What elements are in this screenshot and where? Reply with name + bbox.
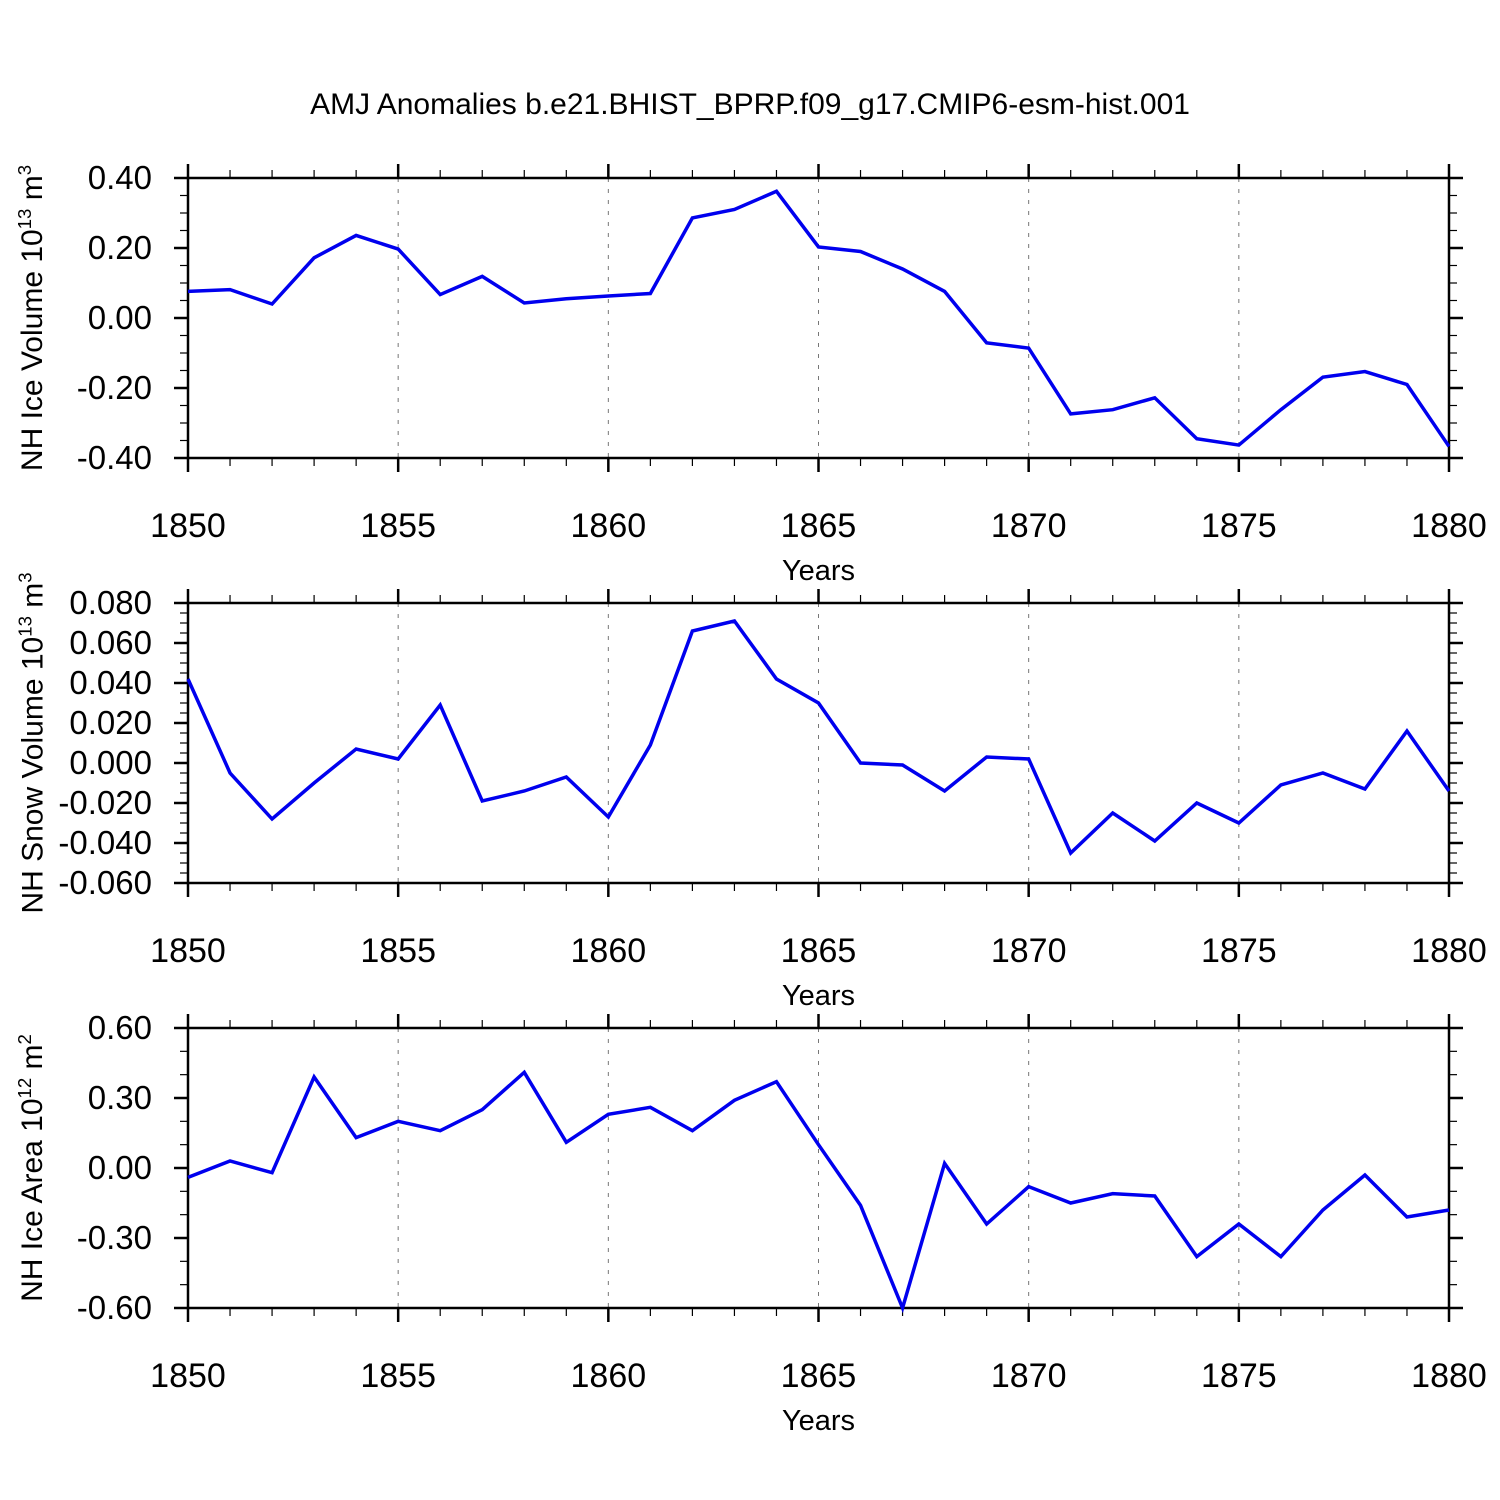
x-tick-label: 1860 xyxy=(571,1357,647,1395)
y-tick-label: 0.40 xyxy=(88,159,152,196)
plot-border xyxy=(186,1026,1451,1310)
y-axis-label-snow-volume: NH Snow Volume 1013 m3 xyxy=(14,572,50,913)
y-tick-label: -0.040 xyxy=(58,824,152,861)
y-tick-label: -0.20 xyxy=(77,369,152,406)
y-axis-label-part: 3 xyxy=(14,164,36,176)
x-tick-label: 1855 xyxy=(360,932,436,970)
x-tick-label: 1880 xyxy=(1411,1357,1487,1395)
y-tick-label: 0.60 xyxy=(88,1009,152,1046)
x-axis-title: Years xyxy=(782,1405,855,1437)
y-axis-label-part: m xyxy=(15,1044,49,1078)
y-tick-label: -0.020 xyxy=(58,784,152,821)
y-axis-label-ice-volume: NH Ice Volume 1013 m3 xyxy=(14,165,50,471)
x-tick-label: 1880 xyxy=(1411,507,1487,545)
y-tick-label: 0.040 xyxy=(69,664,152,701)
x-tick-label: 1875 xyxy=(1201,1357,1277,1395)
x-tick-label: 1875 xyxy=(1201,507,1277,545)
y-tick-label: 0.00 xyxy=(88,1149,152,1186)
x-axis-title: Years xyxy=(782,980,855,1012)
y-tick-label: 0.00 xyxy=(88,299,152,336)
plot-border xyxy=(186,601,1451,885)
y-axis-label-part: 2 xyxy=(13,1034,35,1045)
y-tick-label: -0.060 xyxy=(58,864,152,901)
y-tick-label: 0.20 xyxy=(88,229,152,266)
x-tick-label: 1865 xyxy=(781,932,857,970)
x-tick-label: 1850 xyxy=(150,932,226,970)
y-tick-label: 0.30 xyxy=(88,1079,152,1116)
x-tick-label: 1870 xyxy=(991,932,1067,970)
y-tick-label: 0.060 xyxy=(69,624,152,661)
y-tick-label: -0.30 xyxy=(77,1219,152,1256)
x-tick-label: 1860 xyxy=(571,932,647,970)
x-tick-label: 1875 xyxy=(1201,932,1277,970)
y-tick-label: -0.60 xyxy=(77,1289,152,1326)
x-axis-title: Years xyxy=(782,555,855,587)
y-axis-label-ice-area: NH Ice Area 1012 m2 xyxy=(14,1034,50,1302)
y-axis-label-part: NH Ice Volume 10 xyxy=(16,229,50,472)
x-tick-label: 1855 xyxy=(360,507,436,545)
y-tick-label: -0.40 xyxy=(77,439,152,476)
data-line-nh-ice-area xyxy=(187,1069,1450,1314)
y-tick-label: 0.080 xyxy=(69,584,152,621)
y-axis-label-part: m xyxy=(16,175,50,209)
x-tick-label: 1850 xyxy=(150,507,226,545)
x-tick-label: 1870 xyxy=(991,507,1067,545)
x-tick-label: 1855 xyxy=(360,1357,436,1395)
y-tick-label: 0.020 xyxy=(69,704,152,741)
plot-border xyxy=(186,176,1451,460)
y-tick-label: 0.000 xyxy=(69,744,152,781)
data-line-nh-ice-volume xyxy=(187,189,1451,448)
x-tick-label: 1860 xyxy=(571,507,647,545)
y-axis-label-part: NH Ice Area 10 xyxy=(15,1098,49,1302)
y-axis-label-part: 13 xyxy=(14,616,36,637)
x-tick-label: 1880 xyxy=(1411,932,1487,970)
data-line-nh-snow-volume xyxy=(186,619,1451,856)
x-tick-label: 1865 xyxy=(781,1357,857,1395)
x-tick-label: 1870 xyxy=(991,1357,1067,1395)
y-axis-label-part: NH Snow Volume 10 xyxy=(16,636,50,914)
y-axis-label-part: m xyxy=(16,582,50,617)
chart-title: AMJ Anomalies b.e21.BHIST_BPRP.f09_g17.C… xyxy=(310,88,1190,121)
x-tick-label: 1850 xyxy=(150,1357,226,1395)
y-axis-label-part: 12 xyxy=(13,1077,35,1099)
y-axis-label-part: 3 xyxy=(14,572,36,583)
x-tick-label: 1865 xyxy=(781,507,857,545)
y-axis-label-part: 13 xyxy=(14,208,36,230)
